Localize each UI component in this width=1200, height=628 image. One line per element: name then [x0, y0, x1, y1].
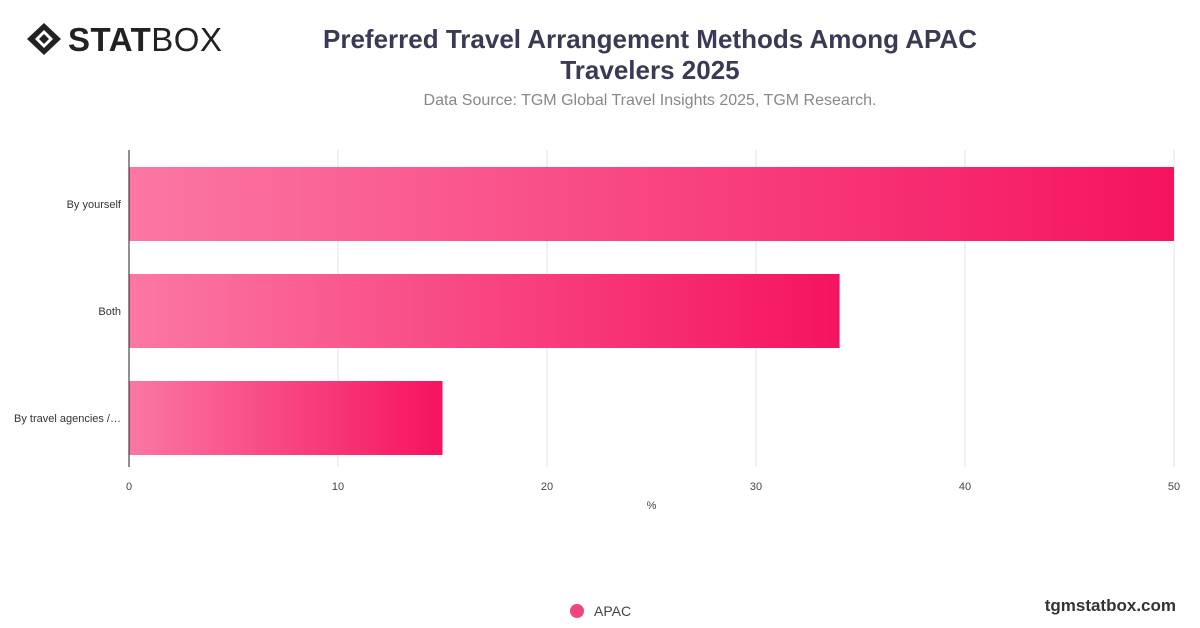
- x-tick-label: 40: [959, 481, 971, 493]
- watermark: tgmstatbox.com: [1044, 596, 1176, 615]
- bar: [129, 381, 443, 455]
- category-label: By travel agencies /…: [14, 413, 121, 425]
- chart-title: Preferred Travel Arrangement Methods Amo…: [250, 24, 1050, 86]
- legend-label: APAC: [594, 603, 632, 619]
- statbox-wordmark: STATBOX: [68, 20, 223, 58]
- x-tick-label: 50: [1168, 481, 1180, 493]
- chart-title-line-1: Preferred Travel Arrangement Methods Amo…: [323, 24, 977, 54]
- bar: [129, 167, 1174, 241]
- legend-marker: [570, 604, 584, 618]
- category-label: Both: [98, 306, 121, 318]
- x-tick-label: 30: [750, 481, 762, 493]
- statbox-diamond-icon: [27, 23, 61, 55]
- bar: [129, 274, 840, 348]
- legend[interactable]: APAC: [570, 603, 631, 619]
- category-label: By yourself: [67, 199, 122, 211]
- chart-title-line-2: Travelers 2025: [560, 55, 740, 85]
- x-axis-label: %: [647, 500, 657, 512]
- x-tick-label: 20: [541, 481, 553, 493]
- statbox-logo: STATBOX: [26, 22, 222, 56]
- x-tick-label: 0: [126, 481, 132, 493]
- chart-subtitle: Data Source: TGM Global Travel Insights …: [423, 92, 877, 109]
- x-tick-label: 10: [332, 481, 344, 493]
